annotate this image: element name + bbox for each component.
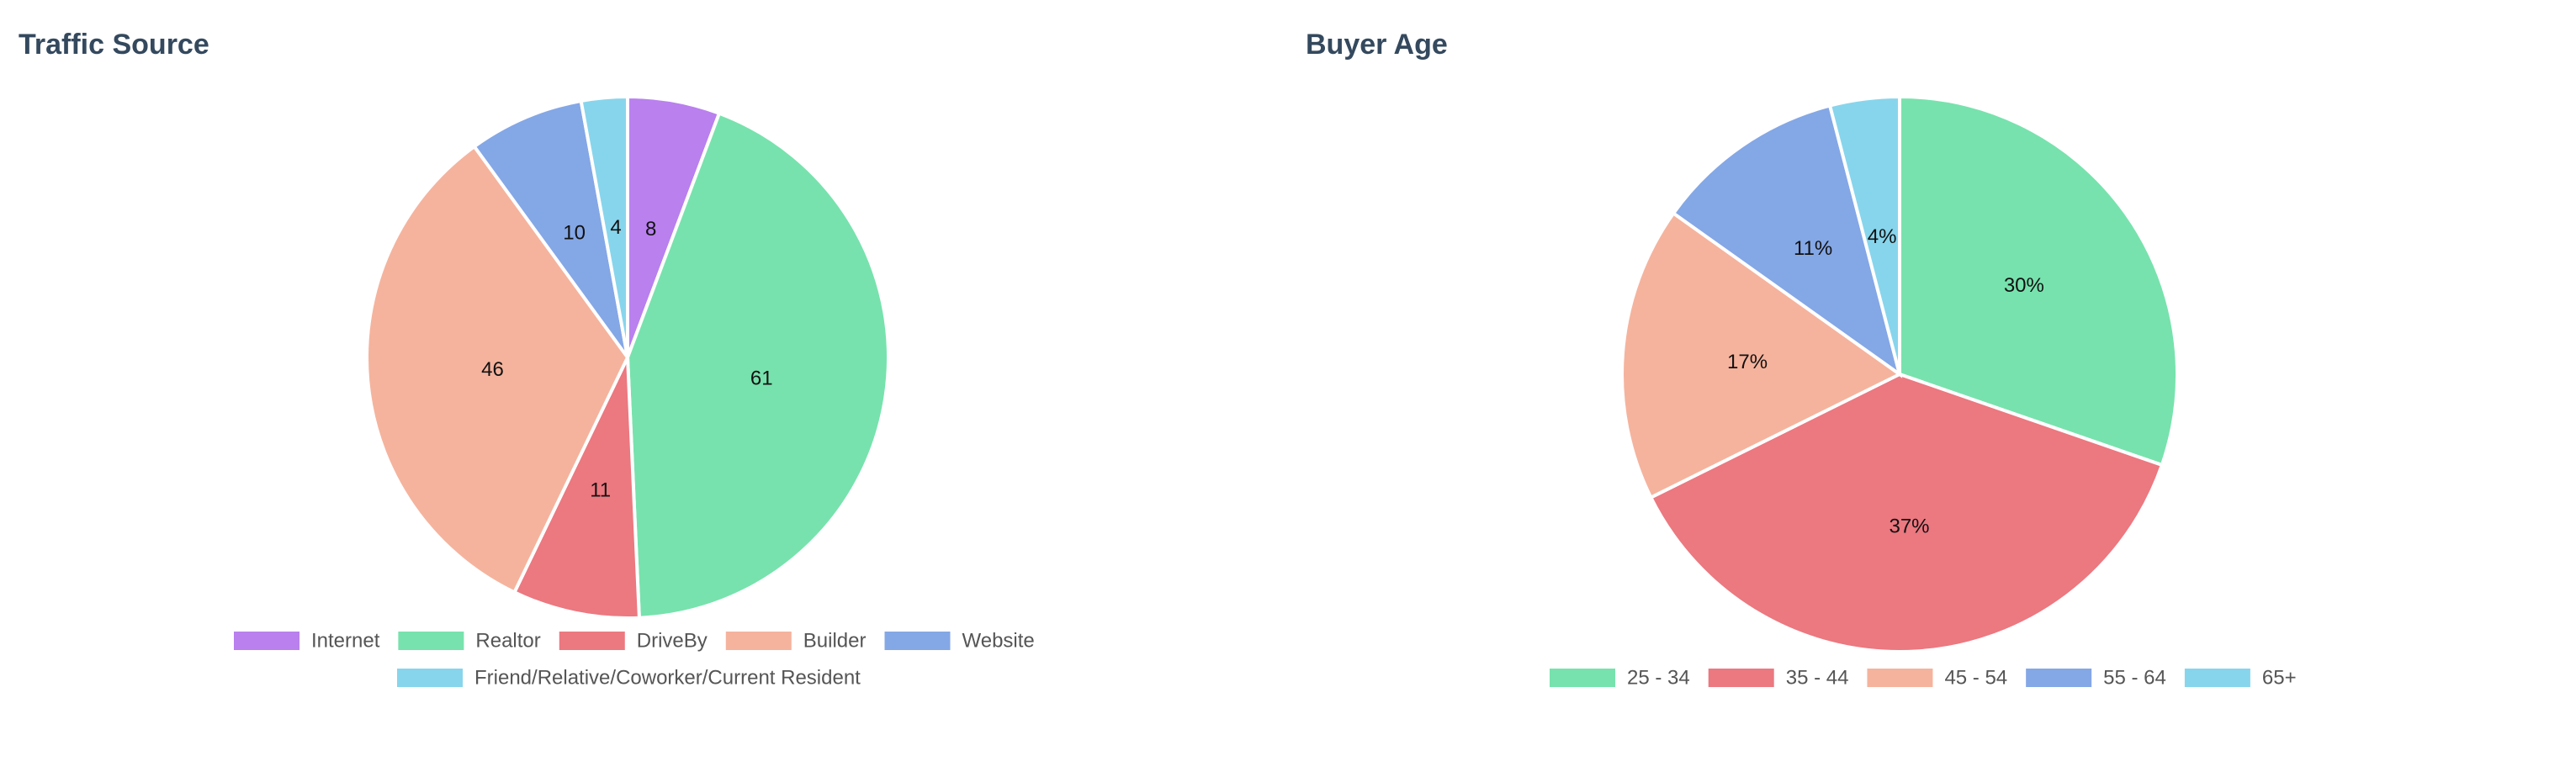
- legend-swatch-driveby: [559, 632, 625, 650]
- legend-item-25-34[interactable]: 25 - 34: [1550, 667, 1690, 690]
- pie-slice-driveby[interactable]: [511, 357, 641, 620]
- legend-swatch-35-44: [1708, 669, 1774, 687]
- legend-label-45-54: 45 - 54: [1944, 667, 2007, 690]
- legend-swatch-builder: [725, 632, 792, 650]
- traffic-source-panel: Traffic Source 8 61 11 46 10 4 Internet Realtor…: [0, 0, 1287, 772]
- legend-label-website: Website: [962, 630, 1035, 653]
- legend-item-65[interactable]: 65+: [2184, 667, 2297, 690]
- legend-swatch-realtor: [398, 632, 464, 650]
- slice-label-internet: 8: [645, 218, 656, 241]
- legend-item-builder[interactable]: Builder: [725, 630, 867, 653]
- legend-swatch-25-34: [1550, 669, 1615, 687]
- traffic-source-pie-chart: 8 61 11 46 10 4 Internet Realtor DriveBy Builder W…: [234, 94, 1035, 690]
- legend-item-45-54[interactable]: 45 - 54: [1867, 667, 2007, 690]
- pie-slice-45-54[interactable]: [1620, 210, 1903, 500]
- slice-label-45-54: 17%: [1727, 351, 1768, 373]
- legend-swatch-website: [884, 632, 951, 650]
- legend-swatch-internet: [234, 632, 299, 650]
- slice-label-35-44: 37%: [1889, 516, 1929, 538]
- legend-label-builder: Builder: [803, 630, 867, 653]
- legend-item-35-44[interactable]: 35 - 44: [1708, 667, 1849, 690]
- legend: Internet Realtor DriveBy Builder Website Frie…: [234, 630, 1035, 690]
- legend-swatch-45-54: [1867, 669, 1933, 687]
- pie-slice-25-34[interactable]: [1898, 94, 2179, 468]
- legend-item-friend-relative-coworker-current-resident[interactable]: Friend/Relative/Coworker/Current Residen…: [397, 667, 861, 690]
- legend-label-35-44: 35 - 44: [1786, 667, 1849, 690]
- slice-label-website: 10: [563, 221, 586, 244]
- pie-slice-65[interactable]: [1827, 94, 1901, 375]
- slice-label-builder: 46: [481, 358, 504, 381]
- legend-swatch-55-64: [2026, 669, 2092, 687]
- pie-slice-35-44[interactable]: [1648, 372, 2165, 653]
- legend-swatch-65: [2184, 669, 2250, 687]
- legend-label-driveby: DriveBy: [637, 630, 708, 653]
- legend-item-55-64[interactable]: 55 - 64: [2026, 667, 2166, 690]
- legend-label-internet: Internet: [311, 630, 380, 653]
- legend-label-friend-relative-coworker-current-resident: Friend/Relative/Coworker/Current Residen…: [474, 667, 861, 690]
- pie-slice-website[interactable]: [471, 98, 629, 359]
- slice-label-friend-relative-coworker-current-resident: 4: [610, 216, 621, 239]
- legend-label-realtor: Realtor: [475, 630, 540, 653]
- pie-slice-friend-relative-coworker-current-resident[interactable]: [579, 94, 629, 358]
- legend-item-driveby[interactable]: DriveBy: [559, 630, 708, 653]
- legend-item-website[interactable]: Website: [884, 630, 1035, 653]
- slice-label-25-34: 30%: [2004, 274, 2044, 297]
- pie-slice-realtor[interactable]: [625, 111, 890, 620]
- traffic-source-title: Traffic Source: [19, 29, 209, 61]
- legend-swatch-friend-relative-coworker-current-resident: [397, 669, 463, 687]
- legend-label-25-34: 25 - 34: [1627, 667, 1690, 690]
- buyer-age-title: Buyer Age: [1306, 29, 1448, 61]
- slice-label-driveby: 11: [590, 479, 611, 501]
- pie-slice-55-64[interactable]: [1671, 103, 1903, 378]
- buyer-age-pie-chart: 30% 37% 17% 11% 4% 25 - 34 35 - 44 45 - 54 55 - …: [1550, 94, 2297, 690]
- slice-label-realtor: 61: [750, 367, 773, 390]
- legend-label-55-64: 55 - 64: [2103, 667, 2166, 690]
- legend-label-65: 65+: [2262, 667, 2297, 690]
- buyer-age-panel: Buyer Age 30% 37% 17% 11% 4% 25 - 34 35 - 44 45…: [1287, 0, 2576, 772]
- pie-slice-builder[interactable]: [365, 144, 630, 595]
- legend: 25 - 34 35 - 44 45 - 54 55 - 64 65+: [1550, 667, 2297, 690]
- legend-item-realtor[interactable]: Realtor: [398, 630, 541, 653]
- slice-label-55-64: 11%: [1794, 237, 1832, 260]
- slice-label-65: 4%: [1868, 225, 1897, 248]
- legend-item-internet[interactable]: Internet: [234, 630, 380, 653]
